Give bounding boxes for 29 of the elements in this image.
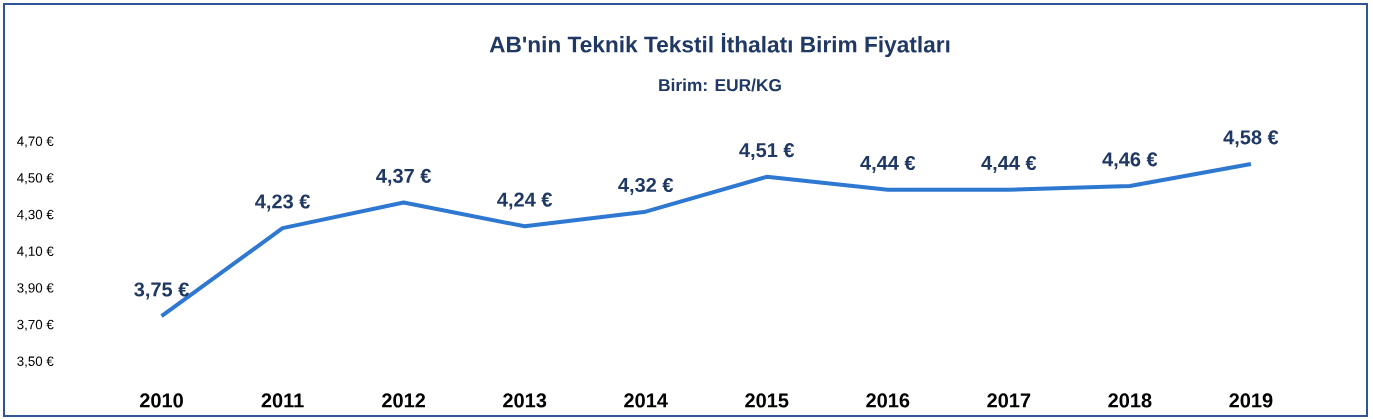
y-tick-label: 4,10 € [17,246,54,258]
x-tick-label: 2018 [1108,393,1152,408]
x-tick-label: 2013 [503,393,547,408]
x-tick-label: 2011 [261,393,304,408]
data-label: 4,46 € [1102,152,1158,170]
data-label: 4,24 € [497,192,553,210]
data-label: 3,75 € [134,282,189,300]
chart-subtitle: Birim: EUR/KG [659,78,781,92]
x-tick-label: 2019 [1229,393,1273,408]
data-label: 4,51 € [739,143,795,161]
y-tick-label: 3,50 € [17,356,54,368]
x-tick-label: 2010 [139,393,183,408]
x-tick-label: 2017 [987,393,1031,408]
data-label: 4,23 € [255,194,310,212]
data-label: 4,32 € [618,177,674,195]
x-tick-label: 2014 [624,393,668,408]
y-tick-label: 3,90 € [17,283,54,295]
x-tick-label: 2015 [745,393,789,408]
y-tick-label: 4,30 € [17,209,54,221]
data-label: 4,44 € [981,155,1037,173]
x-tick-label: 2016 [866,393,910,408]
data-label: 4,44 € [860,155,916,173]
y-tick-label: 4,50 € [17,173,54,185]
y-tick-label: 3,70 € [17,319,54,331]
data-label: 4,37 € [376,168,432,186]
data-label: 4,58 € [1223,130,1279,148]
x-tick-label: 2012 [382,393,426,408]
chart-title: AB'nin Teknik Tekstil İthalatı Birim Fiyatları [489,32,950,58]
y-tick-label: 4,70 € [17,136,54,148]
